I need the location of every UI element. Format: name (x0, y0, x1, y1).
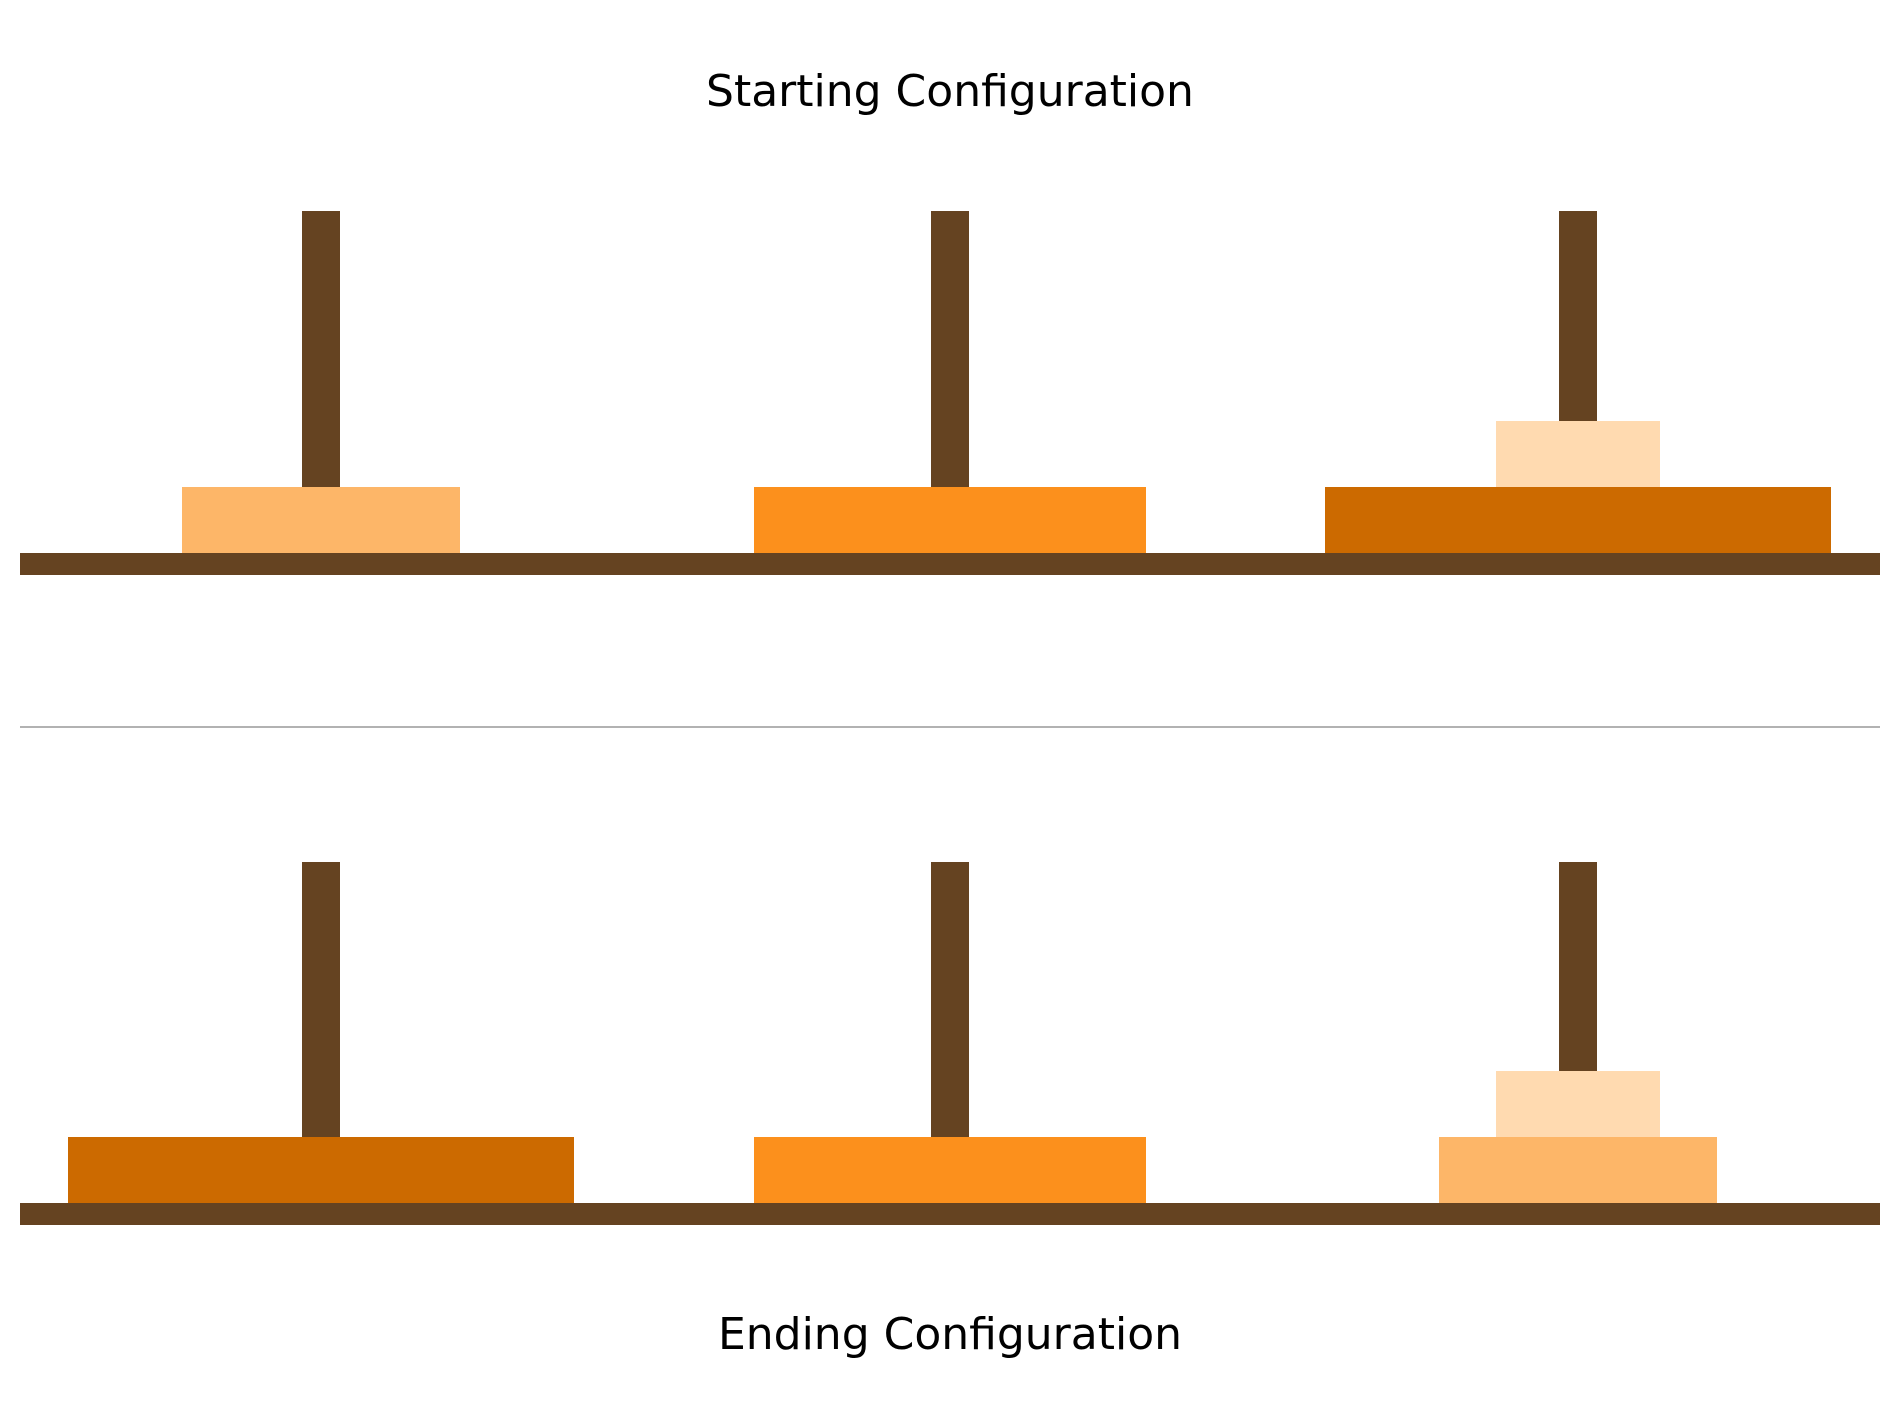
base-board (20, 553, 1880, 575)
disk-size-3-peg-2 (754, 487, 1146, 553)
starting-configuration-title: Starting Configuration (706, 66, 1194, 117)
disk-size-1-peg-3 (1496, 421, 1660, 487)
disk-size-3-peg-2 (754, 1137, 1146, 1203)
disk-size-4-peg-3 (1325, 487, 1831, 553)
ending-configuration (20, 862, 1880, 1225)
disk-size-1-peg-3 (1496, 1071, 1660, 1137)
base-board (20, 1203, 1880, 1225)
disk-size-2-peg-1 (182, 487, 460, 553)
starting-configuration (20, 211, 1880, 575)
disk-size-4-peg-1 (68, 1137, 574, 1203)
disk-size-2-peg-3 (1439, 1137, 1717, 1203)
ending-configuration-title: Ending Configuration (718, 1309, 1182, 1360)
